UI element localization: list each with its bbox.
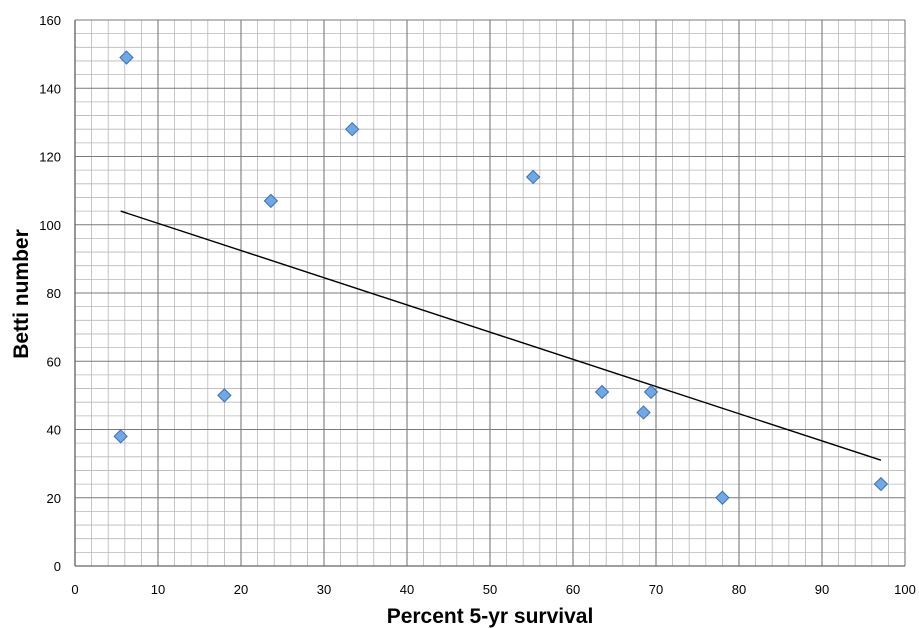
data-point — [217, 388, 232, 403]
y-tick-label: 100 — [39, 218, 61, 233]
data-point — [643, 384, 659, 400]
x-tick-label: 60 — [566, 582, 580, 597]
x-tick-labels: 0 10 20 30 40 50 60 70 80 90 100 — [71, 582, 915, 597]
y-axis-title: Betti number — [10, 229, 33, 359]
y-tick-label: 60 — [47, 354, 61, 369]
x-axis-title: Percent 5-yr survival — [387, 605, 594, 628]
trendline-group — [120, 210, 882, 461]
x-tick-label: 50 — [483, 582, 497, 597]
axes — [74, 20, 905, 567]
data-point — [345, 121, 360, 137]
y-tick-label: 0 — [54, 559, 61, 574]
x-tick-label: 80 — [732, 582, 746, 597]
trendline — [120, 210, 882, 461]
y-tick-label: 80 — [47, 286, 61, 301]
data-point — [873, 476, 889, 492]
x-tick-label: 0 — [71, 582, 78, 597]
data-point — [119, 50, 134, 65]
data-point — [263, 193, 279, 209]
y-tick-label: 40 — [47, 423, 61, 438]
x-tick-label: 30 — [317, 582, 331, 597]
y-tick-label: 20 — [47, 491, 61, 506]
x-tick-label: 90 — [815, 582, 829, 597]
y-tick-label: 120 — [39, 150, 61, 165]
y-tick-labels: 0 20 40 60 80 100 120 140 160 — [39, 13, 61, 574]
data-point — [636, 405, 651, 420]
x-tick-label: 100 — [894, 582, 916, 597]
x-tick-label: 70 — [649, 582, 663, 597]
x-tick-label: 20 — [234, 582, 248, 597]
data-point — [715, 490, 730, 505]
data-points — [113, 50, 889, 505]
y-tick-label: 140 — [39, 81, 61, 96]
data-point — [525, 169, 541, 185]
x-tick-label: 10 — [151, 582, 165, 597]
data-point — [113, 429, 128, 444]
x-tick-label: 40 — [400, 582, 414, 597]
y-tick-label: 160 — [39, 13, 61, 28]
data-point — [594, 384, 610, 400]
